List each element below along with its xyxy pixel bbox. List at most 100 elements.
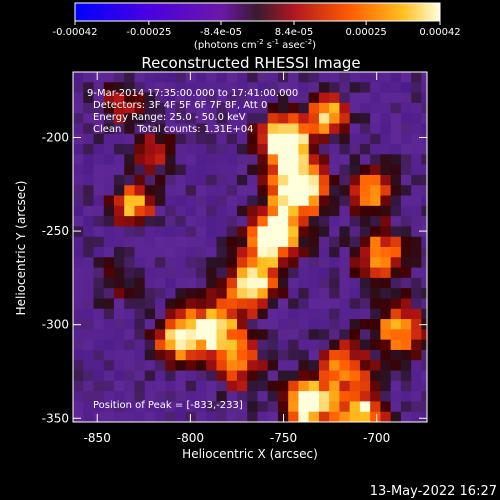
heatmap-cell [83,349,95,361]
heatmap-cell [339,349,351,361]
heatmap-cell [308,329,320,341]
heatmap-cell [380,216,392,228]
heatmap-cell [277,380,289,392]
heatmap-cell [206,411,218,422]
y-tick-label: -200 [42,131,69,145]
heatmap-cell [134,370,146,382]
heatmap-cell [236,133,248,145]
heatmap-cell [298,349,310,361]
heatmap-cell [370,380,382,392]
heatmap-cell [134,257,146,269]
heatmap-cell [308,82,320,94]
heatmap-cell [308,349,320,361]
heatmap-cell [175,247,187,258]
heatmap-cell [73,195,84,207]
heatmap-cell [134,308,146,320]
heatmap-cell [247,277,259,289]
heatmap-cell [421,277,427,289]
heatmap-cell [329,267,341,279]
heatmap-cell [421,82,427,94]
heatmap-cell [318,329,330,341]
heatmap-cell [175,174,187,186]
heatmap-cell [154,185,166,197]
heatmap-cell [165,226,177,238]
heatmap-cell [298,154,310,166]
heatmap-cell [134,174,146,186]
heatmap-cell [226,154,238,166]
heatmap-cell [288,288,300,300]
heatmap-cell [236,370,248,382]
heatmap-cell [288,360,300,372]
heatmap-cell [339,226,351,238]
heatmap-cell [318,360,330,372]
heatmap-cell [195,144,207,155]
heatmap-cell [298,411,310,422]
heatmap-cell [144,257,156,269]
heatmap-cell [134,247,146,258]
heatmap-cell [298,308,310,320]
heatmap-cell [134,113,146,125]
heatmap-cell [216,277,228,289]
heatmap-cell [267,216,279,228]
heatmap-cell [400,391,412,403]
heatmap-cell [113,247,125,258]
heatmap-cell [359,216,371,228]
heatmap-cell [165,277,177,289]
heatmap-cell [226,288,238,300]
heatmap-cell [73,308,84,320]
heatmap-cell [114,422,125,433]
heatmap-cell [370,72,382,83]
heatmap-cell [277,370,289,382]
heatmap-cell [134,401,146,413]
heatmap-cell [380,174,392,186]
heatmap-cell [154,370,166,382]
heatmap-cell [175,319,187,330]
heatmap-cell [277,329,289,341]
heatmap-cell [93,401,105,413]
heatmap-cell [226,257,238,269]
heatmap-cell [267,247,279,258]
heatmap-cell [329,308,341,320]
heatmap-cell [144,216,156,228]
heatmap-cell [175,92,187,104]
heatmap-cell [83,298,95,310]
heatmap-cell [370,277,382,289]
heatmap-cell [83,370,95,382]
heatmap-cell [411,277,423,289]
heatmap-cell [298,102,310,114]
heatmap-cell [267,185,279,197]
heatmap-cell [206,401,218,413]
heatmap-cell [277,267,289,279]
heatmap-cell [165,401,177,413]
heatmap-cell [257,226,269,238]
heatmap-cell [400,267,412,279]
heatmap-cell [195,370,207,382]
heatmap-cell [400,401,412,413]
heatmap-cell [380,82,392,94]
heatmap-cell [411,288,423,300]
heatmap-cell [400,247,412,258]
heatmap-cell [73,133,84,145]
heatmap-cells [73,72,427,433]
heatmap-cell [185,360,197,372]
heatmap-cell [236,205,248,217]
heatmap-cell [390,329,402,341]
heatmap-cell [113,298,125,310]
heatmap-cell [195,123,207,135]
heatmap-cell [421,411,427,422]
heatmap-cell [144,72,156,83]
heatmap-cell [359,185,371,197]
heatmap-cell [93,133,105,145]
heatmap-cell [277,360,289,372]
heatmap-cell [318,82,330,94]
heatmap-cell [411,298,423,310]
heatmap-cell [134,82,146,94]
heatmap-cell [339,339,351,351]
heatmap-cell [370,247,382,258]
heatmap-cell [318,102,330,114]
heatmap-cell [185,288,197,300]
heatmap-cell [165,360,177,372]
heatmap-cell [83,319,95,330]
heatmap-cell [339,144,351,155]
heatmap-cell [257,391,269,403]
